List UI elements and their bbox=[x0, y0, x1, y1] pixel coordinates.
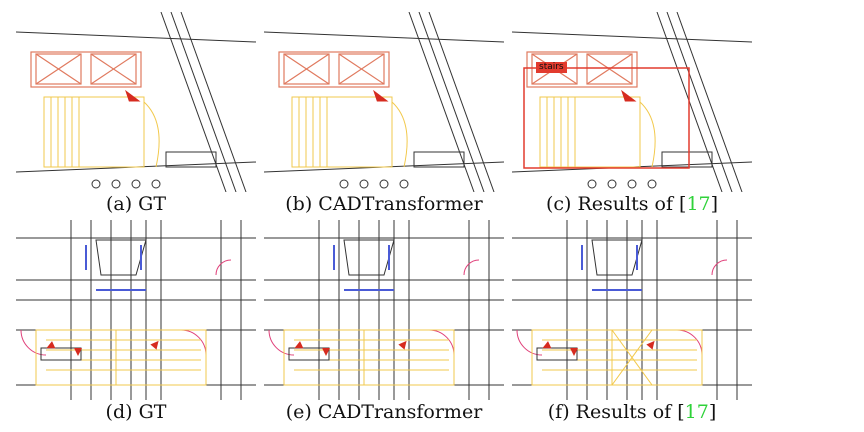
panel-e-image bbox=[264, 220, 504, 400]
caption-f: (f) Results of [17] bbox=[547, 401, 717, 423]
panel-b-image bbox=[264, 12, 504, 192]
detection-box bbox=[523, 67, 690, 169]
caption-b: (b) CADTransformer bbox=[285, 193, 483, 215]
floorplan-top-cadtransformer bbox=[264, 12, 504, 192]
citation-ref[interactable]: 17 bbox=[686, 193, 711, 215]
detection-label: stairs bbox=[536, 62, 567, 73]
caption-e: (e) CADTransformer bbox=[285, 401, 483, 423]
floorplan-bottom-results-17 bbox=[512, 220, 752, 400]
caption-c: (c) Results of [17] bbox=[545, 193, 719, 215]
citation-ref[interactable]: 17 bbox=[684, 401, 709, 423]
floorplan-top-results-17 bbox=[512, 12, 752, 192]
panel-d-image bbox=[16, 220, 256, 400]
caption-a: (a) GT bbox=[105, 193, 167, 215]
panel-c-image: stairs bbox=[512, 12, 752, 192]
floorplan-top-gt bbox=[16, 12, 256, 192]
panel-f-image bbox=[512, 220, 752, 400]
floorplan-bottom-gt bbox=[16, 220, 256, 400]
panel-a-image bbox=[16, 12, 256, 192]
floorplan-bottom-cadtransformer bbox=[264, 220, 504, 400]
caption-d: (d) GT bbox=[105, 401, 167, 423]
